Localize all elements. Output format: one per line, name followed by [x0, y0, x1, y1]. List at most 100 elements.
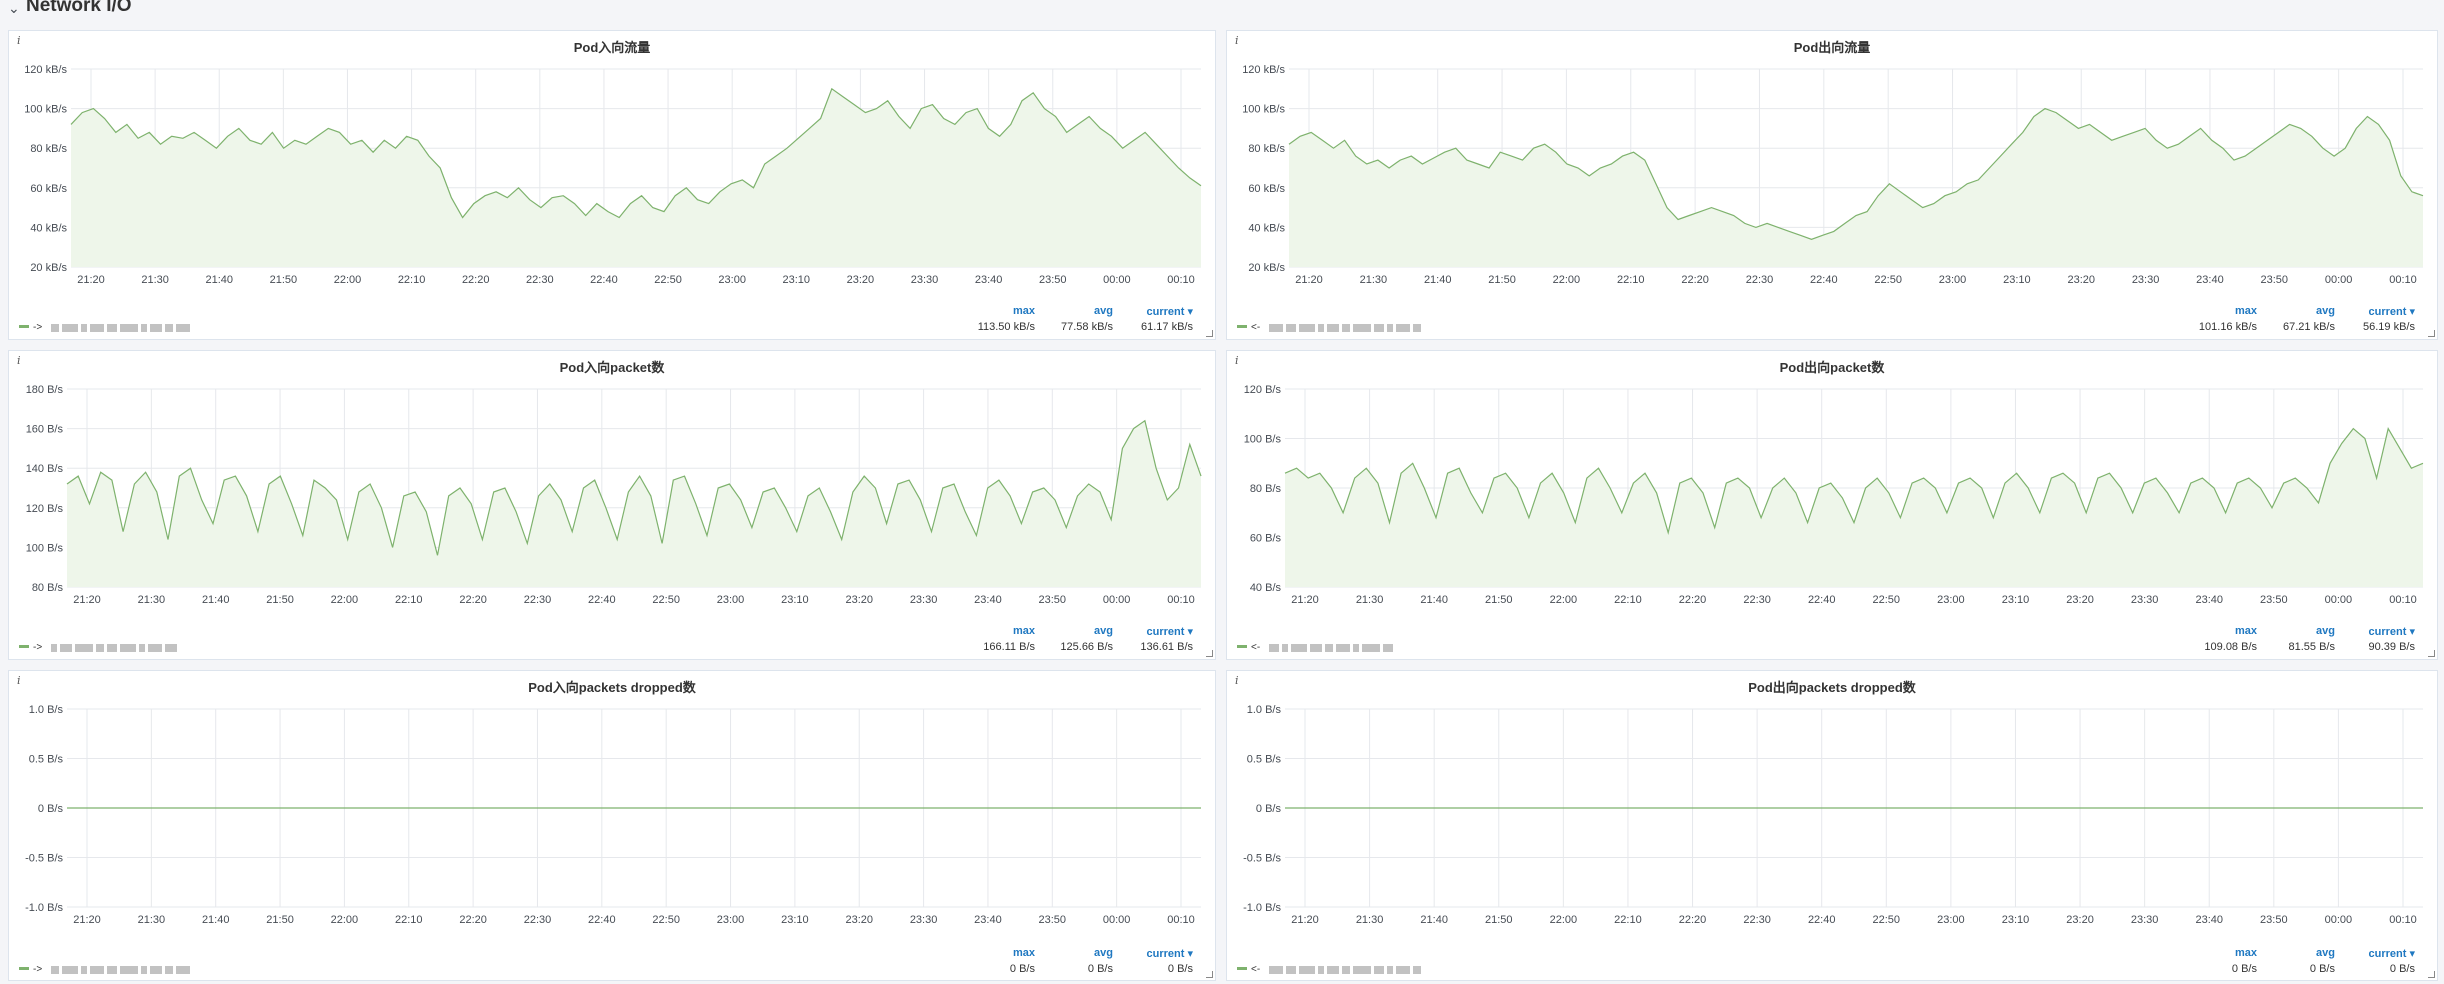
- legend-header-max[interactable]: max: [2234, 305, 2257, 317]
- x-tick-label: 23:30: [910, 594, 938, 606]
- x-tick-label: 00:10: [2389, 914, 2417, 926]
- legend-header-avg[interactable]: avg: [1094, 625, 1113, 637]
- x-tick-label: 23:30: [910, 914, 938, 926]
- panel-info-icon[interactable]: i: [1235, 674, 1239, 687]
- panel-title[interactable]: Pod入向packets dropped数: [528, 680, 696, 695]
- panel-info-icon[interactable]: i: [17, 354, 21, 367]
- legend-header-current[interactable]: current ▾: [1146, 948, 1193, 960]
- graph-canvas[interactable]: 180 B/s 160 B/s 140 B/s 120 B/s 100 B/s 80 B/…: [9, 351, 1217, 619]
- x-tick-label: 23:50: [1039, 594, 1067, 606]
- panel-title[interactable]: Pod出向packet数: [1779, 360, 1885, 375]
- graph-panel[interactable]: i Pod入向packet数 180 B/s 160 B/s 140 B/s 120 B/…: [8, 350, 1216, 660]
- legend-header-avg[interactable]: avg: [1094, 305, 1113, 317]
- x-tick-label: 23:10: [783, 274, 811, 286]
- panel-title[interactable]: Pod出向packets dropped数: [1748, 680, 1916, 695]
- legend-header-avg[interactable]: avg: [1094, 947, 1113, 959]
- resize-handle[interactable]: [2428, 330, 2435, 337]
- legend-header-max[interactable]: max: [1012, 625, 1035, 637]
- chevron-down-icon[interactable]: ⌄: [8, 0, 20, 16]
- resize-handle[interactable]: [2428, 971, 2435, 978]
- graph-canvas[interactable]: 120 kB/s 100 kB/s 80 kB/s 60 kB/s 40 kB/s 20 …: [9, 31, 1217, 299]
- x-tick-label: 22:50: [654, 274, 682, 286]
- legend-header-current[interactable]: current ▾: [1146, 626, 1193, 638]
- x-tick-label: 00:00: [2325, 594, 2353, 606]
- x-tick-label: 22:20: [1679, 914, 1707, 926]
- legend-header-current[interactable]: current ▾: [2368, 306, 2415, 318]
- legend-series-name[interactable]: ->: [33, 642, 43, 653]
- panel-title[interactable]: Pod入向packet数: [559, 360, 665, 375]
- graph-canvas[interactable]: 1.0 B/s 0.5 B/s 0 B/s -0.5 B/s -1.0 B/s 21:20…: [9, 671, 1217, 939]
- y-tick-label: 160 B/s: [26, 424, 64, 436]
- legend-value-max: 109.08 B/s: [2204, 641, 2257, 653]
- series-line: [70, 87, 1202, 219]
- x-tick-label: 21:30: [141, 274, 169, 286]
- legend-color-swatch[interactable]: [19, 645, 29, 648]
- legend-header-current[interactable]: current ▾: [1146, 306, 1193, 318]
- x-tick-label: 21:20: [1295, 274, 1323, 286]
- panel-info-icon[interactable]: i: [1235, 34, 1239, 47]
- x-tick-label: 23:20: [2067, 274, 2095, 286]
- legend-color-swatch[interactable]: [1237, 645, 1247, 648]
- legend-header-max[interactable]: max: [2234, 947, 2257, 959]
- x-tick-label: 22:10: [1617, 274, 1645, 286]
- x-tick-label: 22:20: [459, 594, 487, 606]
- graph-canvas[interactable]: 120 B/s 100 B/s 80 B/s 60 B/s 40 B/s 21:20 21:…: [1227, 351, 2439, 619]
- legend-value-max: 0 B/s: [2231, 963, 2257, 975]
- panel-title[interactable]: Pod入向流量: [573, 40, 651, 55]
- graph-panel[interactable]: i Pod出向packets dropped数 1.0 B/s 0.5 B/s 0 B/…: [1226, 670, 2438, 981]
- legend-header-avg[interactable]: avg: [2316, 305, 2335, 317]
- y-tick-label: 0.5 B/s: [1247, 754, 1282, 766]
- x-tick-label: 00:10: [1167, 274, 1195, 286]
- legend-series-name[interactable]: <-: [1251, 642, 1261, 653]
- panel-info-icon[interactable]: i: [1235, 354, 1239, 367]
- graph-canvas[interactable]: 120 kB/s 100 kB/s 80 kB/s 60 kB/s 40 kB/s 20 …: [1227, 31, 2439, 299]
- resize-handle[interactable]: [1206, 330, 1213, 337]
- legend-header-current[interactable]: current ▾: [2368, 626, 2415, 638]
- legend-color-swatch[interactable]: [19, 325, 29, 328]
- legend-value-avg: 81.55 B/s: [2288, 641, 2335, 653]
- legend-header-current[interactable]: current ▾: [2368, 948, 2415, 960]
- legend-series-name[interactable]: ->: [33, 964, 43, 975]
- x-tick-label: 22:50: [652, 594, 680, 606]
- legend-header-max[interactable]: max: [1012, 947, 1035, 959]
- resize-handle[interactable]: [2428, 650, 2435, 657]
- x-tick-label: 23:10: [781, 914, 809, 926]
- legend-color-swatch[interactable]: [1237, 967, 1247, 970]
- resize-handle[interactable]: [1206, 971, 1213, 978]
- row-header-network-io[interactable]: ⌄ Network I/O: [0, 0, 2444, 20]
- y-tick-label: -0.5 B/s: [1243, 853, 1281, 865]
- graph-panel[interactable]: i Pod出向流量 120 kB/s 100 kB/s 80 kB/s 60 kB/s 40…: [1226, 30, 2438, 340]
- y-tick-label: 40 kB/s: [1248, 222, 1285, 234]
- series-area: [1285, 428, 2423, 587]
- y-tick-label: 100 kB/s: [1242, 104, 1285, 116]
- legend-color-swatch[interactable]: [1237, 325, 1247, 328]
- panel-title[interactable]: Pod出向流量: [1793, 40, 1871, 55]
- legend-series-name-redacted: [1269, 324, 1424, 332]
- graph-panel[interactable]: i Pod入向packets dropped数 1.0 B/s 0.5 B/s 0 B/…: [8, 670, 1216, 981]
- x-tick-label: 22:50: [1873, 914, 1901, 926]
- graph-panel[interactable]: i Pod入向流量 120 kB/s 100 kB/s 80 kB/s 60 kB/s 40…: [8, 30, 1216, 340]
- x-tick-label: 22:20: [1681, 274, 1709, 286]
- x-tick-label: 21:50: [1488, 274, 1516, 286]
- legend-series-name[interactable]: <-: [1251, 964, 1261, 975]
- legend-header-max[interactable]: max: [2234, 625, 2257, 637]
- panel-info-icon[interactable]: i: [17, 674, 21, 687]
- panel-info-icon[interactable]: i: [17, 34, 21, 47]
- legend-header-avg[interactable]: avg: [2316, 625, 2335, 637]
- graph-panel[interactable]: i Pod出向packet数 120 B/s 100 B/s 80 B/s 60 B/s 4…: [1226, 350, 2438, 660]
- legend-series-name-redacted: [1269, 966, 1424, 974]
- row-title[interactable]: Network I/O: [26, 0, 132, 16]
- x-tick-label: 21:40: [1424, 274, 1452, 286]
- legend-header-max[interactable]: max: [1012, 305, 1035, 317]
- x-tick-label: 21:20: [73, 914, 101, 926]
- x-tick-label: 22:00: [1550, 914, 1578, 926]
- legend-series-name[interactable]: ->: [33, 322, 43, 333]
- legend-series-name[interactable]: <-: [1251, 322, 1261, 333]
- x-tick-label: 21:40: [205, 274, 233, 286]
- legend-color-swatch[interactable]: [19, 967, 29, 970]
- graph-canvas[interactable]: 1.0 B/s 0.5 B/s 0 B/s -0.5 B/s -1.0 B/s 21:20…: [1227, 671, 2439, 939]
- y-tick-label: 0 B/s: [1256, 803, 1282, 815]
- x-tick-label: 22:00: [334, 274, 362, 286]
- legend-header-avg[interactable]: avg: [2316, 947, 2335, 959]
- resize-handle[interactable]: [1206, 650, 1213, 657]
